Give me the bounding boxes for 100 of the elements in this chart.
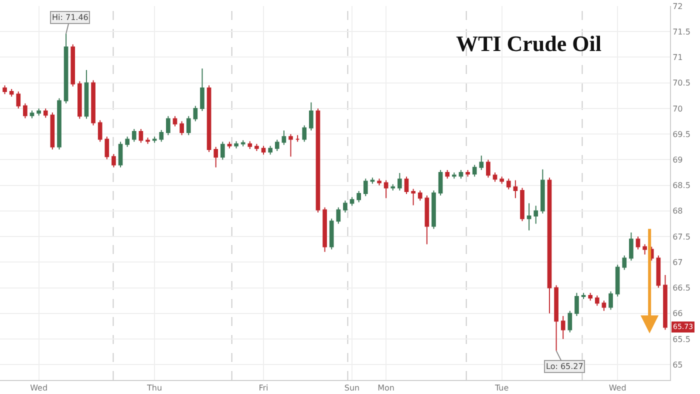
candlestick [486,159,490,178]
candlestick [554,284,558,352]
candlestick [180,120,184,136]
candlestick [125,136,130,148]
candlestick [36,108,41,116]
candlestick [445,169,450,180]
x-tick-label: Fri [258,384,268,393]
candlestick [132,128,136,142]
candlestick [370,177,375,184]
candlestick [322,206,327,252]
candlestick [594,294,600,306]
candlestick [500,176,504,184]
candlestick [492,172,498,182]
candlestick [50,112,55,150]
y-tick-label: 68.5 [672,181,690,190]
candlestick [98,120,102,142]
candlestick [350,196,354,206]
y-tick-label: 70.5 [672,78,690,88]
candlestick [254,143,259,152]
candlestick [138,128,144,144]
candlestick [91,80,96,126]
candlestick [526,202,532,231]
candlestick [57,98,62,150]
candlestick [602,300,606,312]
candlestick [506,178,511,190]
candlestick [458,169,464,180]
candlestick [629,232,634,262]
candlestick [581,292,586,300]
candlestick [78,80,82,120]
candlestick [534,205,538,224]
candlestick [390,184,396,191]
candlestick [9,88,14,98]
candlestick [452,172,456,180]
annotation: Hi: 71.46 [52,13,88,22]
candlestick [615,264,620,297]
x-tick-label: Wed [608,384,626,393]
candlestick [309,102,314,131]
x-tick-label: Wed [30,384,48,393]
y-tick-label: 66 [672,309,683,318]
x-tick-label: Tue [494,384,509,393]
candlestick [513,180,518,199]
y-tick-label: 71.5 [672,27,690,36]
candlestick [2,84,7,95]
candlestick [200,68,204,112]
candlestick [588,292,592,302]
candlestick [574,292,579,316]
annotation: Lo: 65.27 [546,362,584,371]
candlestick [30,110,34,119]
candlestick [214,146,218,168]
candlestick [398,172,402,191]
candlestick [411,188,416,206]
candlestick [43,108,48,118]
candlestick [118,141,123,168]
candlestick [418,190,422,202]
x-tick-label: Thu [146,384,162,393]
y-tick-label: 69.5 [672,130,690,139]
candlestick [568,310,572,333]
candlestick [472,164,477,178]
candlestick [282,130,286,146]
candlestick [193,105,198,122]
candlestick [636,236,640,250]
y-tick-label: 69 [672,156,683,164]
candlestick [206,84,212,153]
candlestick [146,137,150,144]
candlestick [642,244,647,255]
candlestick [16,91,21,109]
candlestick [622,255,627,270]
candlestick [220,141,225,160]
candlestick [540,168,545,214]
candlestick [227,141,232,149]
candlestick [268,145,272,156]
y-tick-label: 71 [672,53,683,62]
candlestick [274,139,280,152]
candlestick [261,145,266,156]
candlestick [172,116,178,127]
candlestick [384,180,388,199]
candlestick [466,169,470,178]
y-tick-label: 67.5 [672,232,690,242]
candlestick [404,176,409,195]
y-tick-label: 72 [672,2,683,11]
candlestick [329,218,334,250]
candlestick [159,129,164,142]
text: WTI Crude Oil [456,31,602,56]
candlestick [656,255,661,288]
candlestick [166,116,170,136]
y-tick-label: 65 [672,360,683,370]
candlestick [608,290,613,310]
candlestick [663,274,668,330]
x-tick-label: Mon [378,384,395,393]
candlestick [288,134,293,158]
candlestick [295,134,300,142]
candlestick [23,102,28,119]
candlestick [316,108,320,213]
candlestick [302,124,307,142]
candlestick [479,155,484,170]
y-tick-label: 66.5 [672,284,690,293]
candlestick [70,44,76,87]
candlestick [234,140,238,149]
candlestick [112,154,116,168]
y-tick-label: 65.5 [672,334,690,344]
